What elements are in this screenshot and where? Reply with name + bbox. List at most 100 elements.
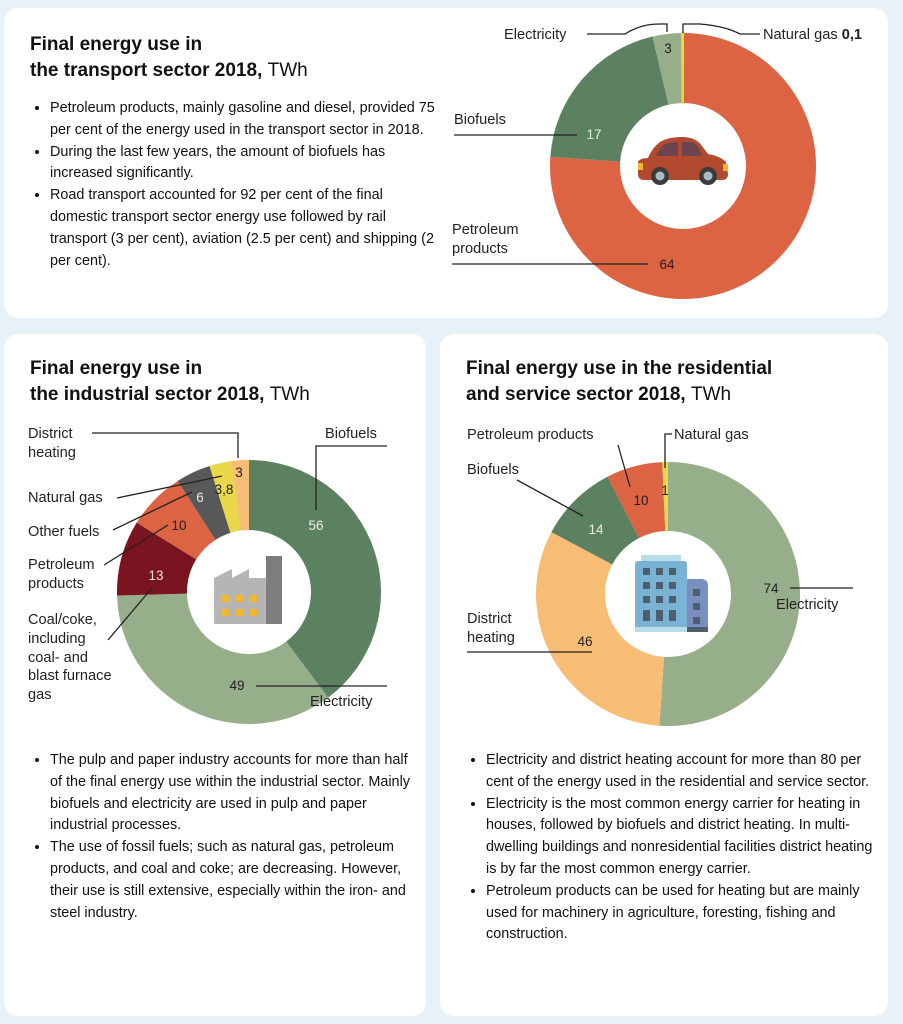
transport-title: Final energy use in the transport sector… [30, 32, 308, 84]
industry-title-line1: Final energy use in [30, 358, 203, 379]
industry-label-natural-gas: Natural gas [28, 490, 103, 506]
transport-title-line1: Final energy use in [30, 34, 203, 55]
slice-electricity [659, 462, 800, 726]
transport-label-petroleum-line2: products [452, 241, 508, 257]
slice-biofuels [249, 460, 381, 698]
transport-labels: Electricity Natural gas 0,1 Biofuels Pet… [452, 23, 862, 272]
residential-bullet: Electricity is the most common energy ca… [486, 794, 886, 881]
industry-label-coal-line3: coal- and [28, 650, 88, 666]
industry-label-coal-line2: including [28, 631, 86, 647]
slice-natural_gas [209, 461, 241, 533]
transport-bullet: Petroleum products, mainly gasoline and … [50, 98, 442, 142]
residential-leader-biofuels [516, 479, 584, 517]
industry-leader-natural-gas [116, 475, 223, 499]
industry-title-unit: TWh [269, 384, 310, 405]
slice-electricity [117, 593, 329, 724]
industry-value-petroleum: 10 [171, 518, 186, 533]
industry-leader-petroleum [103, 524, 169, 566]
residential-bullet: Petroleum products can be used for heati… [486, 881, 886, 946]
transport-value-biofuels: 17 [586, 127, 601, 142]
transport-label-petroleum-line1: Petroleum [452, 222, 519, 238]
industry-bullet: The use of fossil fuels; such as natural… [50, 837, 410, 924]
industry-label-petroleum-line2: products [28, 576, 84, 592]
residential-label-electricity: Electricity [776, 597, 839, 613]
industry-leader-biofuels [315, 445, 387, 510]
transport-title-unit: TWh [267, 60, 308, 81]
industry-value-natural-gas: 3,8 [215, 482, 234, 497]
residential-donut-chart [536, 462, 800, 726]
transport-bullets: Petroleum products, mainly gasoline and … [30, 98, 442, 272]
industry-label-coal-line5: gas [28, 687, 52, 703]
industry-donut-chart [117, 460, 381, 724]
slice-biofuels [551, 476, 640, 565]
transport-value-petroleum: 64 [659, 257, 675, 272]
slice-natural_gas [680, 31, 684, 105]
industry-label-biofuels: Biofuels [325, 426, 377, 442]
industry-bullets: The pulp and paper industry accounts for… [30, 750, 410, 924]
residential-label-district-heating-line2: heating [467, 630, 515, 646]
transport-leader-natural-gas [682, 23, 760, 35]
slice-natural_gas [662, 462, 668, 532]
industry-label-district-heating-line1: District [28, 426, 73, 442]
transport-label-natural-gas-name: Natural gas [763, 27, 838, 43]
industry-label-other-fuels: Other fuels [28, 524, 99, 540]
residential-value-biofuels: 14 [588, 522, 604, 537]
industry-title-line2: the industrial sector 2018, [30, 384, 265, 405]
industry-label-petroleum-line1: Petroleum [28, 557, 95, 573]
slice-other_fuels [177, 466, 231, 540]
residential-value-natural-gas: 1 [661, 483, 669, 498]
industry-label-electricity: Electricity [310, 694, 373, 710]
transport-bullet: During the last few years, the amount of… [50, 142, 442, 186]
industry-value-coal: 13 [148, 568, 163, 583]
industry-title: Final energy use in the industrial secto… [30, 356, 310, 408]
slice-petroleum [136, 480, 216, 560]
slice-coal_coke [117, 522, 197, 596]
residential-card: Final energy use in the residential and … [440, 334, 888, 1016]
transport-label-natural-gas-value: 0,1 [842, 27, 862, 43]
slice-biofuels [550, 36, 669, 162]
industry-value-district-heating: 3 [235, 465, 243, 480]
residential-bullets: Electricity and district heating account… [466, 750, 886, 946]
slice-electricity [652, 33, 683, 105]
residential-title-unit: TWh [690, 384, 732, 405]
residential-label-district-heating-line1: District [467, 611, 512, 627]
factory-icon [214, 556, 282, 624]
residential-title-line2: and service sector 2018, [466, 384, 686, 405]
transport-title-line2: the transport sector 2018, [30, 60, 263, 81]
transport-bullet: Road transport accounted for 92 per cent… [50, 185, 442, 272]
industry-labels: District heating Biofuels Natural gas Ot… [28, 426, 387, 710]
residential-labels: Petroleum products Natural gas Biofuels … [467, 427, 853, 653]
residential-title: Final energy use in the residential and … [466, 356, 772, 408]
transport-donut-chart [550, 31, 817, 299]
industry-value-electricity: 49 [229, 678, 244, 693]
residential-label-petroleum: Petroleum products [467, 427, 594, 443]
residential-title-line1: Final energy use in the residential [466, 358, 773, 379]
slice-petroleum [550, 33, 817, 299]
car-icon [638, 137, 728, 185]
office-building-icon [635, 555, 708, 632]
slice-district_heating [536, 532, 664, 726]
transport-leader-electricity [587, 23, 668, 35]
residential-leader-petroleum [617, 444, 631, 488]
industry-label-coal-line4: blast furnace [28, 668, 112, 684]
residential-value-district-heating: 46 [577, 634, 592, 649]
transport-label-electricity: Electricity [504, 27, 567, 43]
industry-leader-coal [107, 587, 153, 641]
slice-petroleum [607, 462, 666, 539]
industry-value-other-fuels: 6 [196, 490, 204, 505]
industry-leader-district-heating [92, 432, 239, 458]
residential-leader-natural-gas [664, 433, 672, 468]
industry-bullet: The pulp and paper industry accounts for… [50, 750, 410, 837]
industry-leader-other-fuels [112, 491, 193, 531]
residential-value-electricity: 74 [763, 581, 779, 596]
slice-district_heating [231, 460, 249, 531]
residential-value-petroleum: 10 [633, 493, 648, 508]
transport-value-electricity: 3 [664, 41, 672, 56]
industry-value-biofuels: 56 [308, 518, 323, 533]
industry-label-district-heating-line2: heating [28, 445, 76, 461]
transport-label-biofuels: Biofuels [454, 112, 506, 128]
industry-label-coal-line1: Coal/coke, [28, 612, 97, 628]
transport-label-natural-gas: Natural gas 0,1 [763, 27, 862, 43]
residential-label-natural-gas: Natural gas [674, 427, 749, 443]
